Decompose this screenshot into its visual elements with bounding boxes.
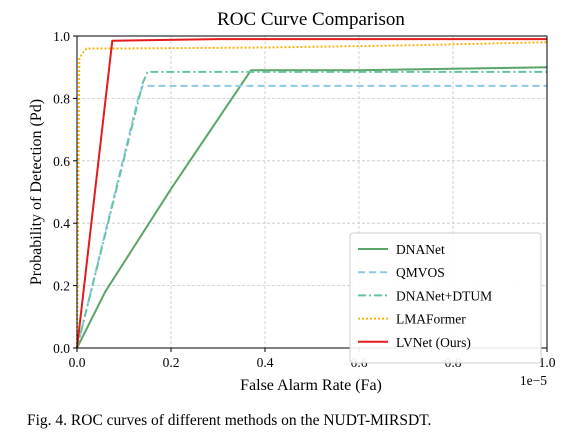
y-tick-label: 0.8 xyxy=(53,91,70,106)
figure-caption: Fig. 4. ROC curves of different methods … xyxy=(27,412,432,429)
x-tick-label: 0.2 xyxy=(163,355,180,370)
legend-label-dnanet: DNANet xyxy=(396,242,445,257)
plot-frame xyxy=(76,35,548,349)
legend: DNANet QMVOS DNANet+DTUM LMAFormer LVNet (Ou… xyxy=(349,232,542,364)
y-tick-label: 0.2 xyxy=(53,279,70,294)
x-tick-label: 0.4 xyxy=(257,355,274,370)
chart-title: ROC Curve Comparison xyxy=(217,9,405,30)
y-tick-label: 1.0 xyxy=(53,29,70,44)
y-tick-label: 0.4 xyxy=(53,216,70,231)
x-tick-label: 1.0 xyxy=(539,355,556,370)
legend-label-dnanet-dtum: DNANet+DTUM xyxy=(396,288,492,303)
y-axis-label: Probability of Detection (Pd) xyxy=(28,99,45,285)
x-tick-label: 0.0 xyxy=(69,355,86,370)
legend-label-lvnet-ours: LVNet (Ours) xyxy=(396,335,471,350)
legend-label-lmaformer: LMAFormer xyxy=(396,312,466,327)
y-tick-label: 0.6 xyxy=(53,154,70,169)
series-line-lvnet-ours xyxy=(76,38,547,349)
series-line-dnanet-dtum xyxy=(76,70,547,349)
y-tick-label: 0.0 xyxy=(53,341,70,356)
legend-label-qmvos: QMVOS xyxy=(396,265,445,280)
series-line-dnanet xyxy=(76,66,548,349)
series-line-lmaformer xyxy=(76,41,548,349)
legend-box xyxy=(349,232,542,364)
x-axis-label: False Alarm Rate (Fa) xyxy=(240,377,382,394)
x-scale-label: 1e−5 xyxy=(520,373,547,388)
roc-chart: ROC Curve Comparison 0.0 0.2 0.4 0.6 0.8 1.0 0… xyxy=(28,9,556,394)
